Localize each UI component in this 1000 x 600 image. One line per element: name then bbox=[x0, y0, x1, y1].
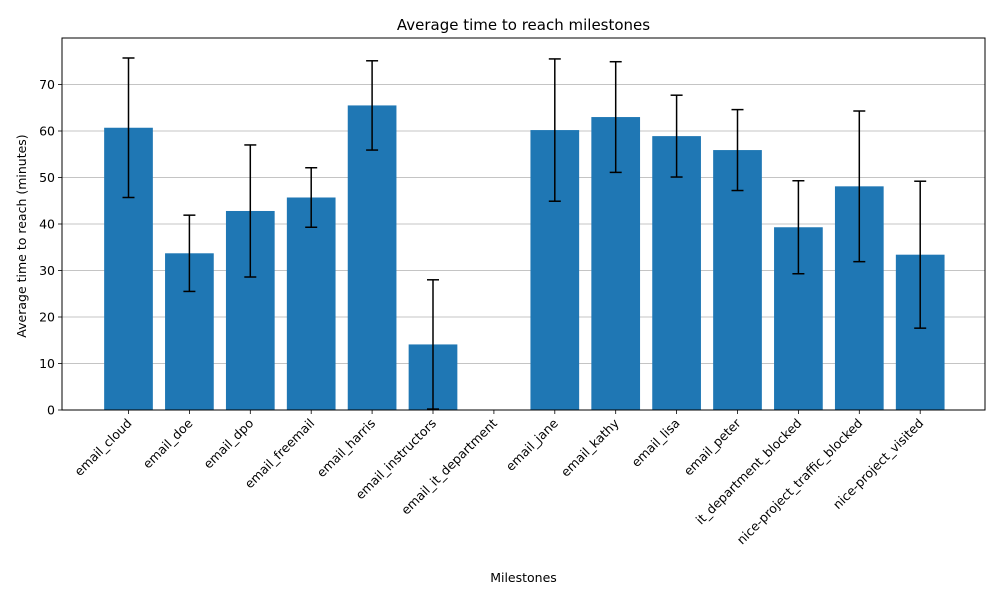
chart-title: Average time to reach milestones bbox=[397, 16, 650, 34]
y-tick-label: 60 bbox=[39, 124, 55, 139]
error-bar-email_jane bbox=[548, 58, 561, 202]
y-axis-label: Average time to reach (minutes) bbox=[14, 134, 29, 337]
y-tick-label: 50 bbox=[39, 170, 55, 185]
bars bbox=[104, 105, 945, 411]
error-bar-email_freemail bbox=[305, 166, 318, 229]
error-bars bbox=[122, 57, 927, 410]
y-axis-ticks: 0 10 20 30 40 50 60 70 bbox=[39, 77, 62, 418]
error-bar-email_kathy bbox=[609, 60, 622, 174]
bar-email_harris bbox=[347, 105, 397, 411]
y-tick-label: 0 bbox=[47, 403, 55, 418]
bar-email_peter bbox=[713, 150, 762, 410]
error-bar-email_doe bbox=[183, 214, 196, 293]
x-axis-label: Milestones bbox=[490, 570, 557, 585]
bar-email_lisa bbox=[652, 136, 701, 411]
error-bar-email_instructors bbox=[427, 279, 439, 410]
error-bar-email_cloud bbox=[122, 57, 135, 199]
y-tick-label: 70 bbox=[39, 77, 55, 92]
error-bar-it_department_blocked bbox=[792, 180, 805, 275]
bar-email_freemail bbox=[286, 197, 336, 410]
error-bar-email_lisa bbox=[670, 94, 683, 178]
y-tick-label: 20 bbox=[39, 310, 55, 325]
error-bar-email_peter bbox=[731, 108, 744, 192]
y-tick-label: 10 bbox=[39, 356, 55, 371]
y-tick-label: 30 bbox=[39, 263, 55, 278]
error-bar-email_dpo bbox=[244, 144, 257, 278]
error-bar-nice-project_traffic_blocked bbox=[853, 110, 866, 263]
error-bar-email_harris bbox=[366, 60, 379, 151]
error-bar-nice-project_visited bbox=[914, 180, 927, 329]
y-tick-label: 40 bbox=[39, 217, 55, 232]
